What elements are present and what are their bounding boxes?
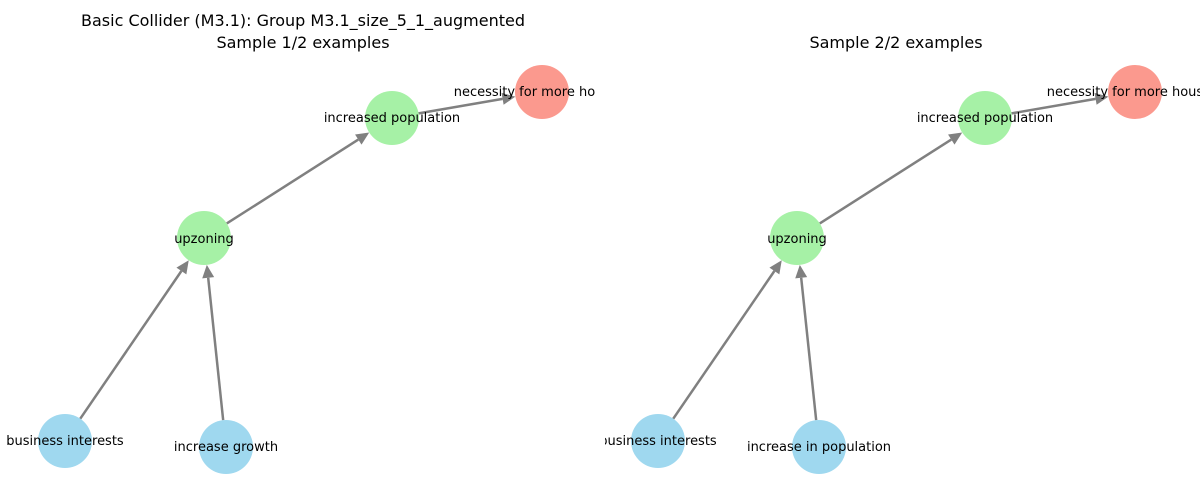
panel-1-edges bbox=[79, 92, 516, 421]
edge-population-to-housing bbox=[1011, 97, 1096, 115]
node-label: upzoning bbox=[767, 232, 827, 247]
panel-sample-1: Basic Collider (M3.1): Group M3.1_size_5… bbox=[6, 11, 631, 474]
panel-1-title-line-2: Sample 1/2 examples bbox=[216, 33, 389, 52]
node-housing: necessity for more housing bbox=[454, 65, 631, 119]
edge-growth-to-upzoning bbox=[799, 277, 818, 421]
panel-1-nodes: business interests increase growth upzonin… bbox=[6, 65, 631, 474]
arrowhead-icon bbox=[1094, 92, 1109, 105]
arrowhead-icon bbox=[769, 260, 782, 275]
arrowhead-icon bbox=[176, 260, 189, 275]
node-label: increased population bbox=[324, 111, 460, 126]
node-circle bbox=[177, 211, 231, 265]
panel-1-title-line-1: Basic Collider (M3.1): Group M3.1_size_5… bbox=[81, 11, 525, 31]
node-label: increase growth bbox=[174, 440, 278, 455]
arrowhead-icon bbox=[795, 264, 808, 279]
node-growth: increase growth bbox=[174, 420, 278, 474]
node-circle bbox=[792, 420, 846, 474]
panel-2-nodes: business interests increase in population… bbox=[599, 65, 1200, 474]
node-circle bbox=[958, 91, 1012, 145]
node-label: business interests bbox=[6, 434, 124, 449]
panel-2-edges bbox=[672, 92, 1109, 421]
node-population: increased population bbox=[917, 91, 1053, 145]
panel-sample-2: Sample 2/2 examples business interests in… bbox=[599, 33, 1200, 474]
arrowhead-icon bbox=[948, 132, 963, 145]
edge-business-to-upzoning bbox=[672, 270, 776, 420]
node-label: necessity for more housing bbox=[1047, 85, 1200, 100]
node-circle bbox=[365, 91, 419, 145]
edge-upzoning-to-population bbox=[819, 138, 952, 225]
panel-2-title-line-2: Sample 2/2 examples bbox=[809, 33, 982, 52]
arrowhead-icon bbox=[355, 132, 370, 145]
node-label: necessity for more housing bbox=[454, 85, 631, 100]
node-label: upzoning bbox=[174, 232, 234, 247]
node-circle bbox=[38, 414, 92, 468]
node-label: increased population bbox=[917, 111, 1053, 126]
arrowhead-icon bbox=[202, 264, 215, 279]
node-circle bbox=[199, 420, 253, 474]
node-upzoning: upzoning bbox=[767, 211, 827, 265]
node-circle bbox=[515, 65, 569, 119]
node-circle bbox=[1108, 65, 1162, 119]
arrowhead-icon bbox=[501, 92, 516, 105]
node-population: increased population bbox=[324, 91, 460, 145]
node-label: business interests bbox=[599, 434, 717, 449]
edge-business-to-upzoning bbox=[79, 270, 183, 420]
node-upzoning: upzoning bbox=[174, 211, 234, 265]
edge-growth-to-upzoning bbox=[206, 277, 225, 421]
edge-population-to-housing bbox=[418, 97, 503, 115]
node-business: business interests bbox=[599, 414, 717, 468]
node-label: increase in population bbox=[747, 440, 891, 455]
edge-upzoning-to-population bbox=[226, 138, 359, 225]
node-housing: necessity for more housing bbox=[1047, 65, 1200, 119]
node-growth: increase in population bbox=[747, 420, 891, 474]
node-circle bbox=[770, 211, 824, 265]
node-circle bbox=[631, 414, 685, 468]
node-business: business interests bbox=[6, 414, 124, 468]
